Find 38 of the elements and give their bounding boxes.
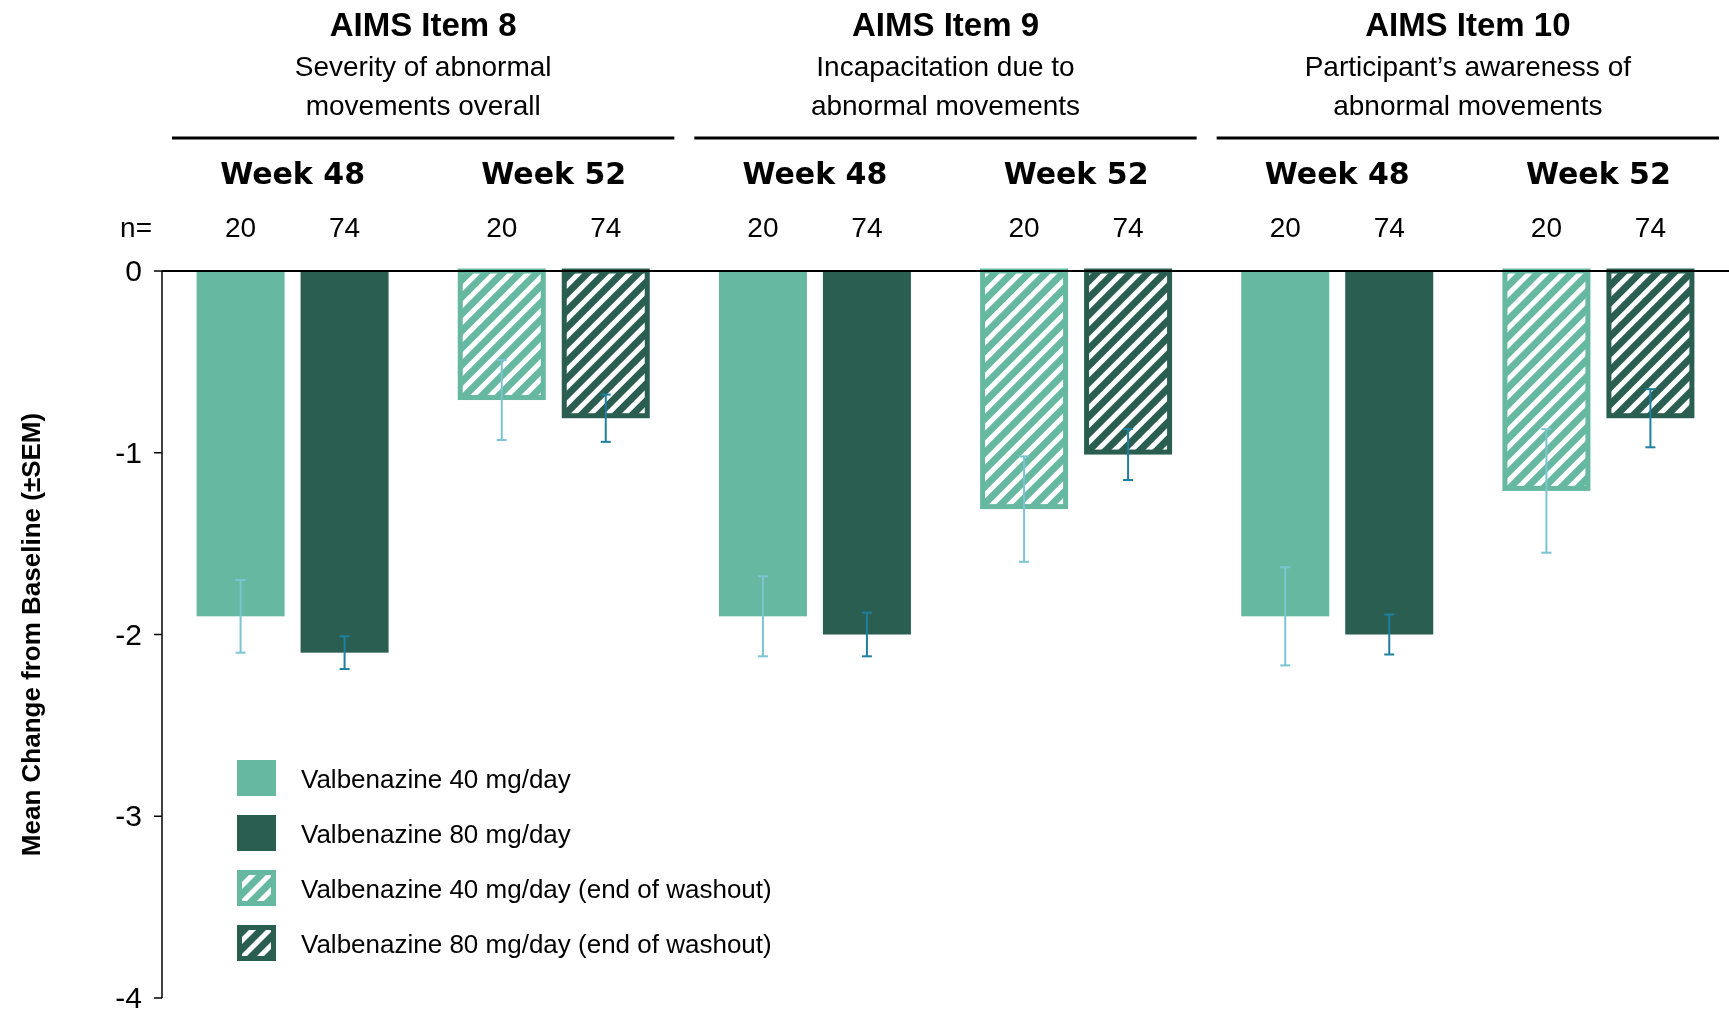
text: n= bbox=[120, 212, 152, 243]
y-tick-label: 0 bbox=[125, 254, 142, 287]
text: 74 bbox=[1634, 212, 1666, 243]
text: 20 bbox=[1269, 212, 1301, 243]
text: 20 bbox=[225, 212, 257, 243]
text: 20 bbox=[1008, 212, 1040, 243]
text: abnormal movements bbox=[810, 90, 1081, 121]
text: 74 bbox=[590, 212, 622, 243]
y-tick-label: -1 bbox=[115, 435, 142, 469]
text: movements overall bbox=[305, 90, 541, 121]
text: 74 bbox=[1373, 212, 1405, 243]
text: 74 bbox=[1112, 212, 1144, 243]
legend-label: Valbenazine 40 mg/day bbox=[301, 764, 571, 794]
y-axis-title: Mean Change from Baseline (±SEM) bbox=[16, 412, 46, 857]
text: Participant’s awareness of bbox=[1304, 51, 1632, 82]
text: Severity of abnormal bbox=[294, 51, 552, 82]
x-tick-label: Week 52 bbox=[481, 156, 627, 191]
text: AIMS Item 10 bbox=[1365, 6, 1571, 43]
text: 74 bbox=[329, 212, 361, 243]
text: 20 bbox=[486, 212, 518, 243]
text: 20 bbox=[1530, 212, 1562, 243]
text: 20 bbox=[747, 212, 779, 243]
x-tick-label: Week 48 bbox=[1264, 156, 1410, 191]
x-tick-label: Week 52 bbox=[1003, 156, 1149, 191]
y-tick-label: -4 bbox=[115, 981, 142, 1012]
x-tick-label: Week 52 bbox=[1525, 156, 1671, 191]
legend-label: Valbenazine 40 mg/day (end of washout) bbox=[301, 874, 772, 904]
text: AIMS Item 8 bbox=[329, 6, 517, 43]
legend-label: Valbenazine 80 mg/day (end of washout) bbox=[301, 929, 772, 959]
text: 74 bbox=[851, 212, 883, 243]
text: AIMS Item 9 bbox=[851, 6, 1040, 43]
y-tick-label: -3 bbox=[115, 799, 142, 833]
x-tick-label: Week 48 bbox=[742, 156, 888, 191]
y-tick-label: -2 bbox=[115, 617, 142, 651]
text: abnormal movements bbox=[1333, 90, 1603, 121]
x-tick-label: Week 48 bbox=[220, 156, 366, 191]
text: Incapacitation due to bbox=[816, 51, 1075, 82]
legend-label: Valbenazine 80 mg/day bbox=[301, 819, 571, 849]
